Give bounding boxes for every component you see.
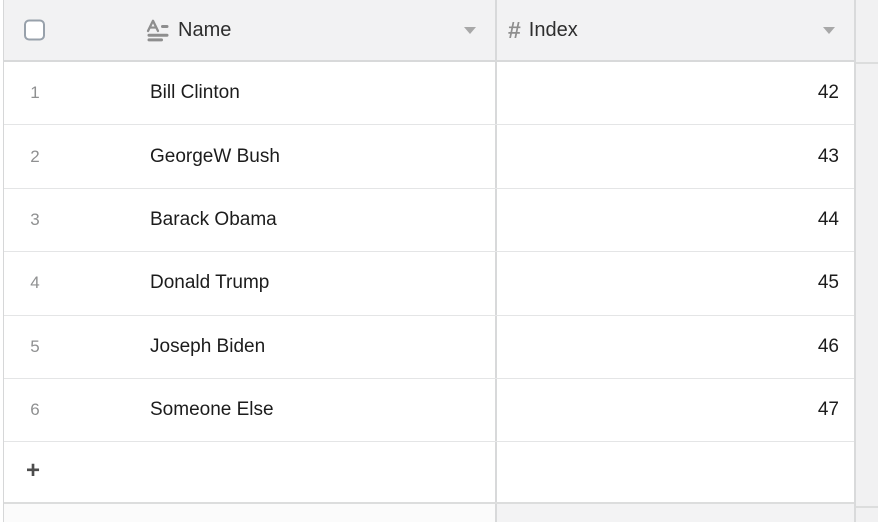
chevron-down-icon[interactable] — [464, 27, 476, 34]
partial-row-name-cell — [4, 503, 495, 522]
cell-name[interactable]: 5 Joseph Biden — [4, 316, 495, 378]
row-number[interactable]: 5 — [30, 336, 40, 356]
row-number[interactable]: 2 — [30, 146, 40, 166]
cell-name[interactable]: 1 Bill Clinton — [4, 62, 495, 124]
table-row: 6 Someone Else 47 — [4, 378, 854, 443]
cell-index[interactable]: 42 — [495, 62, 854, 125]
table-row: 5 Joseph Biden 46 — [4, 315, 854, 379]
partial-row-index-cell — [495, 503, 854, 522]
text-field-icon — [146, 19, 169, 42]
table-row: 3 Barack Obama 44 — [4, 188, 854, 253]
cell-index[interactable]: 46 — [495, 315, 854, 378]
plus-icon[interactable]: + — [26, 457, 41, 485]
column-header-name[interactable]: Name — [4, 0, 495, 60]
cell-name[interactable]: 6 Someone Else — [4, 379, 495, 441]
name-value: Joseph Biden — [150, 335, 266, 357]
cell-index[interactable]: 47 — [495, 378, 854, 442]
add-row-index-cell — [495, 442, 854, 502]
table-row: 1 Bill Clinton 42 — [4, 62, 854, 126]
right-gutter — [856, 0, 878, 522]
column-label-index: Index — [528, 19, 578, 41]
add-record-row[interactable]: + — [4, 442, 854, 504]
partial-row — [4, 503, 854, 522]
column-label-name: Name — [178, 19, 232, 41]
bottom-divider — [856, 506, 878, 508]
chevron-down-icon[interactable] — [823, 27, 835, 34]
column-header-index[interactable]: # Index — [495, 0, 854, 60]
cell-index[interactable]: 43 — [495, 125, 854, 188]
cell-index[interactable]: 45 — [495, 252, 854, 315]
cell-name[interactable]: 2 GeorgeW Bush — [4, 125, 495, 187]
cell-name[interactable]: 4 Donald Trump — [4, 252, 495, 314]
table-row: 4 Donald Trump 45 — [4, 252, 854, 316]
name-header-content: Name — [146, 19, 231, 42]
table-row: 2 GeorgeW Bush 43 — [4, 125, 854, 189]
cell-name[interactable]: 3 Barack Obama — [4, 189, 495, 251]
name-value: Donald Trump — [150, 272, 270, 294]
row-number[interactable]: 4 — [30, 273, 40, 293]
name-value: Someone Else — [150, 399, 274, 421]
row-number[interactable]: 3 — [30, 209, 40, 229]
row-number[interactable]: 1 — [30, 83, 40, 103]
header-divider — [856, 62, 878, 64]
name-value: Barack Obama — [150, 208, 277, 230]
select-all-checkbox[interactable] — [24, 19, 45, 41]
row-number[interactable]: 6 — [30, 400, 40, 420]
name-value: GeorgeW Bush — [150, 145, 280, 167]
add-record-button[interactable]: + — [4, 442, 495, 502]
cell-index[interactable]: 44 — [495, 188, 854, 252]
number-field-icon: # — [508, 16, 521, 43]
table-header-row: Name # Index — [4, 0, 854, 62]
data-table: Name # Index 1 Bill Clinton 42 2 GeorgeW… — [3, 0, 856, 522]
name-value: Bill Clinton — [150, 82, 240, 104]
